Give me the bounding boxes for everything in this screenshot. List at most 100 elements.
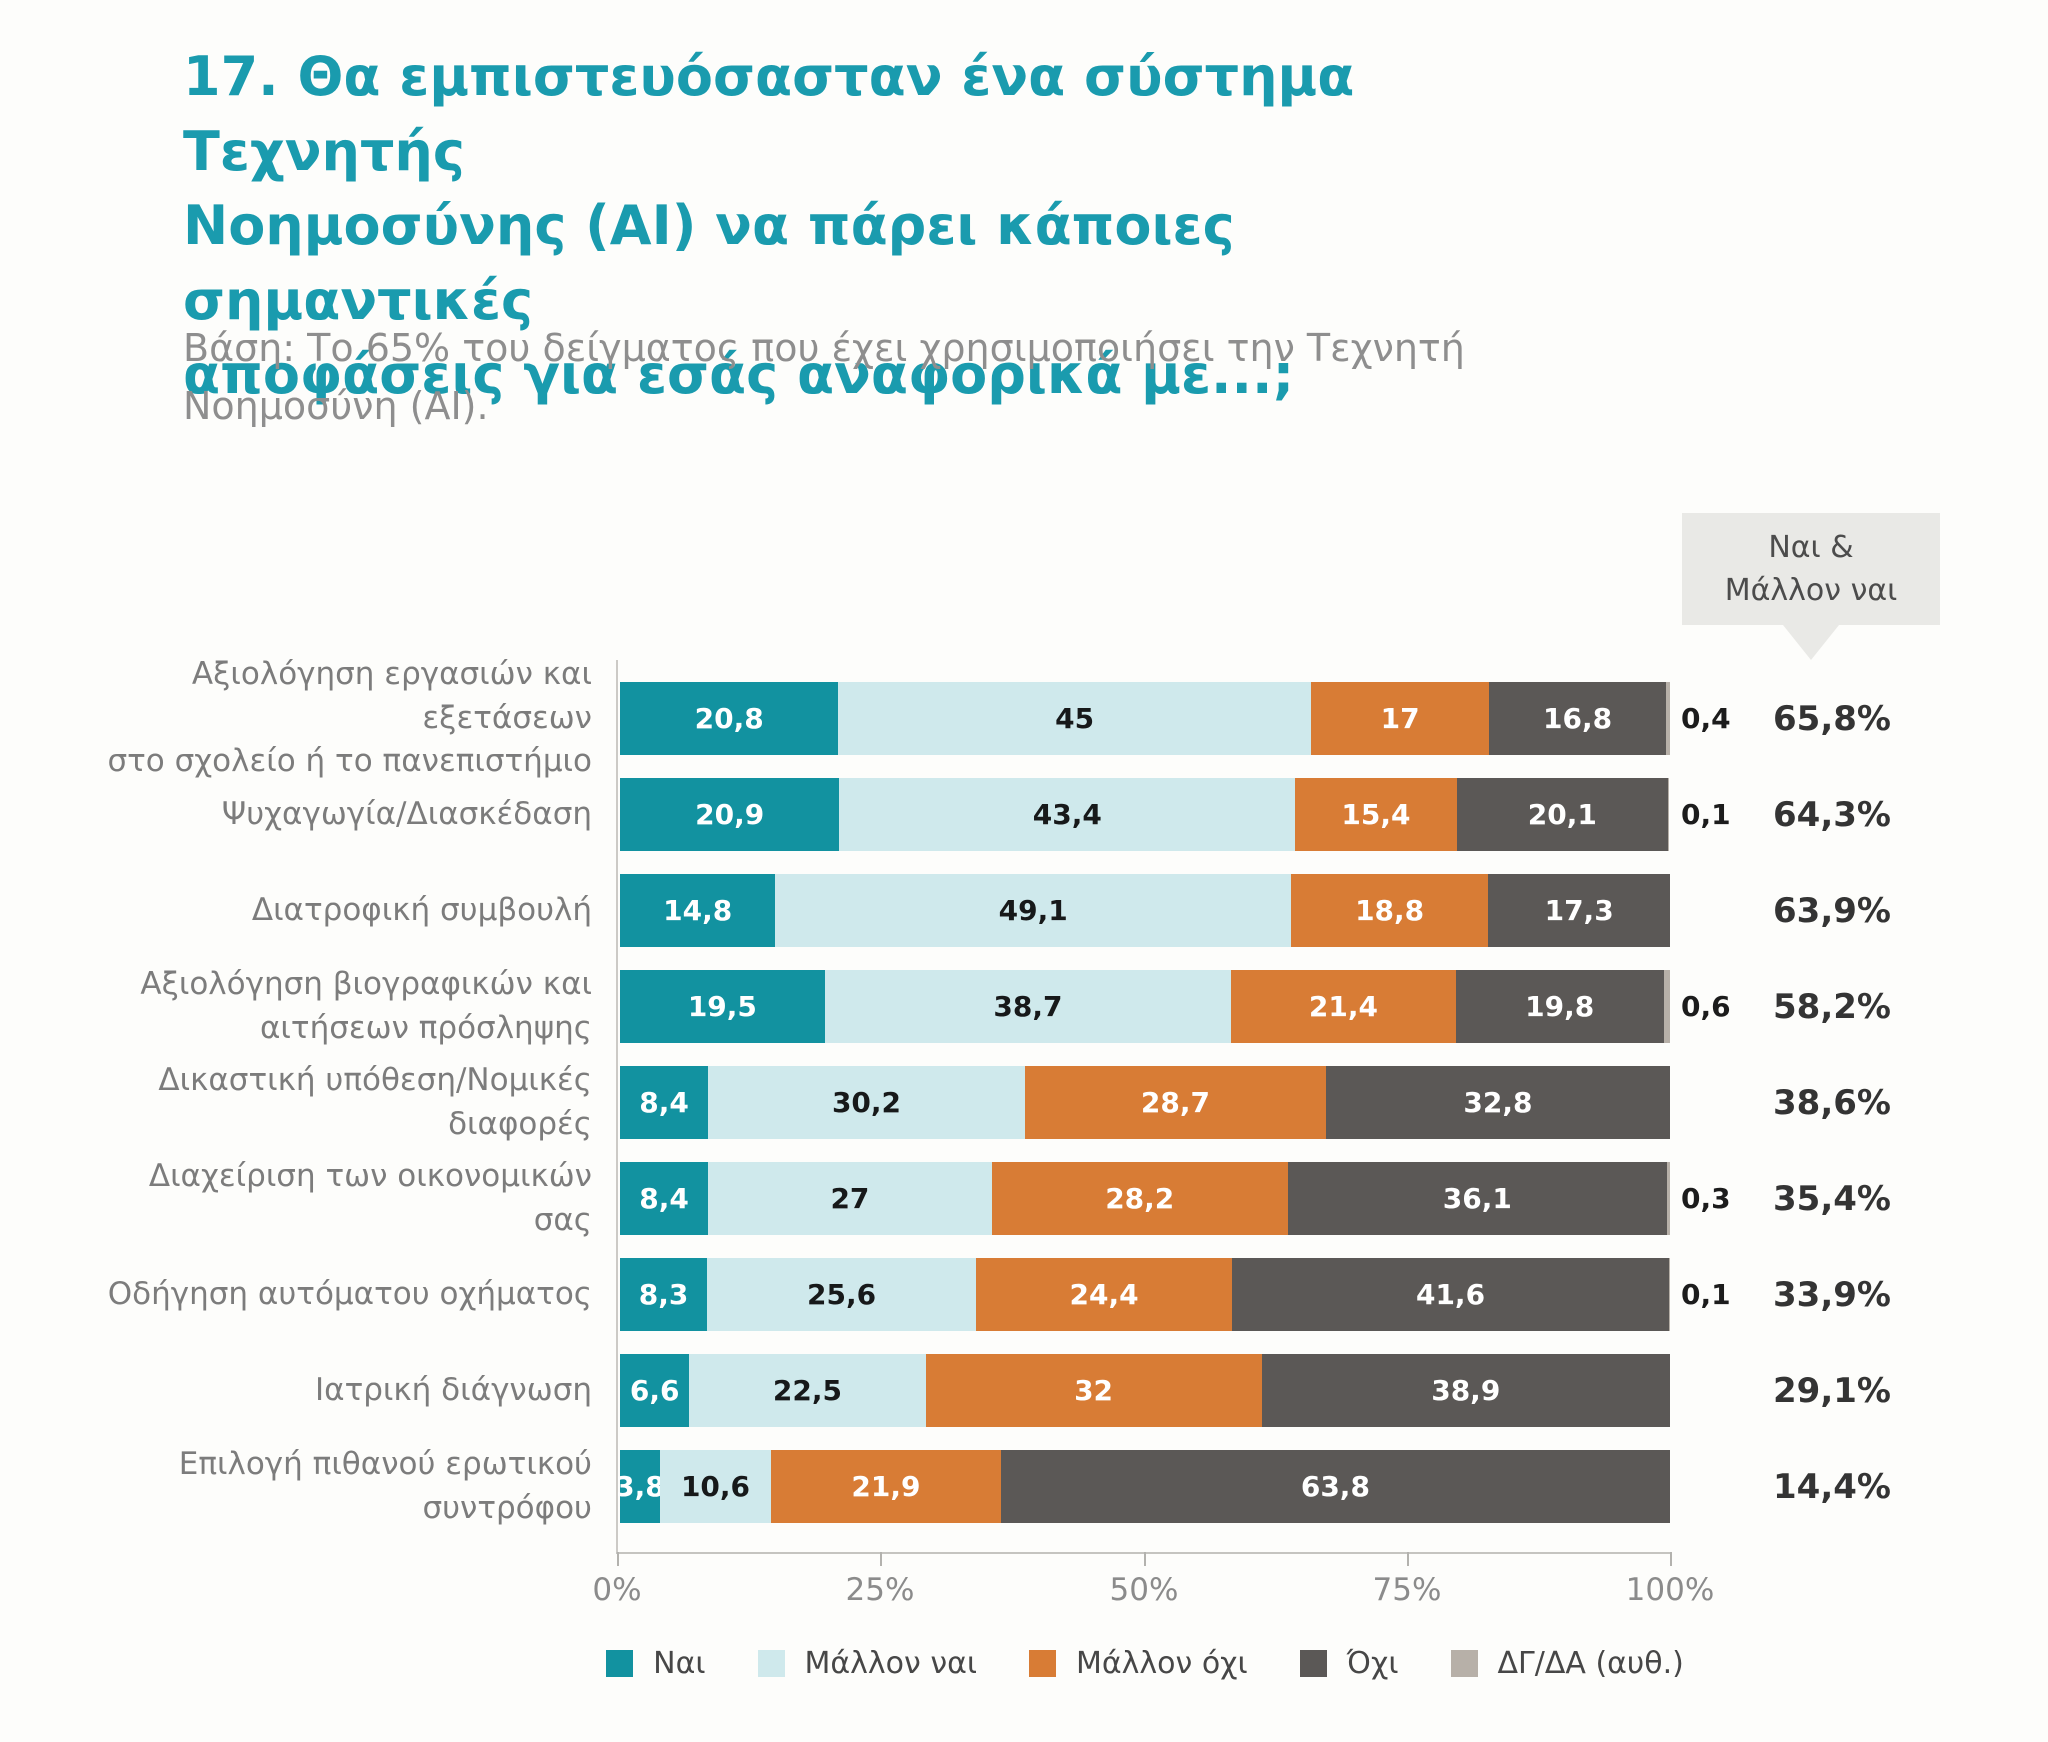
bar-row: 3,8 10,6 21,9 63,8 bbox=[615, 1450, 1670, 1523]
category-label: Αξιολόγηση εργασιών και εξετάσεων στο σχ… bbox=[107, 656, 592, 780]
bar-segment-mallon-oxi: 24,4 bbox=[975, 1258, 1233, 1331]
category-label: Οδήγηση αυτόματου οχήματος bbox=[107, 1275, 592, 1312]
value-label: 8,3 bbox=[638, 1278, 689, 1311]
bar-segment-dgda bbox=[1666, 1162, 1670, 1235]
value-label: 18,8 bbox=[1355, 894, 1425, 927]
summary-callout-label: Ναι & Μάλλον ναι bbox=[1724, 529, 1898, 609]
total-percentage: 14,4% bbox=[1773, 1466, 1891, 1507]
value-label: 24,4 bbox=[1069, 1278, 1139, 1311]
bar-row: 8,3 25,6 24,4 41,6 bbox=[620, 1258, 1670, 1331]
value-label: 20,9 bbox=[695, 798, 765, 831]
category-label: Ψυχαγωγία/Διασκέδαση bbox=[221, 795, 592, 832]
legend-label: Όχι bbox=[1346, 1646, 1399, 1681]
bar-segment-mallon-oxi: 15,4 bbox=[1295, 778, 1457, 851]
dgda-value-label: 0,1 bbox=[1681, 1278, 1731, 1311]
bar-row: 14,8 49,1 18,8 17,3 bbox=[620, 874, 1670, 947]
value-label: 15,4 bbox=[1341, 798, 1411, 831]
bar-segment-mallon-nai: 10,6 bbox=[659, 1450, 772, 1523]
category-label: Διαχείριση των οικονομικών σας bbox=[148, 1158, 592, 1238]
bar-segment-mallon-nai: 27 bbox=[708, 1162, 992, 1235]
bar-segment-oxi: 17,3 bbox=[1488, 874, 1670, 947]
bar-segment-mallon-nai: 25,6 bbox=[707, 1258, 976, 1331]
dgda-value-label: 0,1 bbox=[1681, 798, 1731, 831]
axis-tick-label: 100% bbox=[1625, 1572, 1715, 1608]
value-label: 21,4 bbox=[1308, 990, 1378, 1023]
value-label: 38,7 bbox=[993, 990, 1063, 1023]
legend-item-mallon-nai: Μάλλον ναι bbox=[757, 1646, 977, 1681]
legend-swatch-nai bbox=[606, 1650, 634, 1677]
value-label: 43,4 bbox=[1032, 798, 1102, 831]
axis-tick-label: 75% bbox=[1372, 1572, 1442, 1608]
category-label: Αξιολόγηση βιογραφικών και αιτήσεων πρόσ… bbox=[140, 966, 592, 1046]
bar-segment-mallon-oxi: 18,8 bbox=[1290, 874, 1489, 947]
bar-segment-mallon-oxi: 32 bbox=[925, 1354, 1262, 1427]
value-label: 41,6 bbox=[1415, 1278, 1486, 1311]
value-label: 8,4 bbox=[639, 1182, 689, 1215]
legend-label: Μάλλον όχι bbox=[1076, 1646, 1248, 1681]
bar-segment-nai: 20,9 bbox=[620, 778, 840, 851]
bar-segment-oxi: 41,6 bbox=[1232, 1258, 1669, 1331]
value-label: 36,1 bbox=[1442, 1182, 1512, 1215]
bar-segment-nai: 6,6 bbox=[620, 1354, 690, 1427]
legend-swatch-dgda bbox=[1450, 1650, 1478, 1677]
bar-segment-dgda bbox=[1668, 1258, 1670, 1331]
legend-swatch-mallon-nai bbox=[757, 1650, 785, 1677]
value-label: 16,8 bbox=[1543, 702, 1613, 735]
bar-segment-mallon-nai: 43,4 bbox=[839, 778, 1296, 851]
bar-segment-nai: 8,4 bbox=[620, 1162, 709, 1235]
bar-segment-dgda bbox=[1665, 682, 1670, 755]
bar-row: 8,4 27 28,2 36,1 bbox=[620, 1162, 1670, 1235]
value-label: 28,7 bbox=[1140, 1086, 1210, 1119]
summary-callout: Ναι & Μάλλον ναι bbox=[1682, 513, 1940, 660]
value-label: 19,8 bbox=[1525, 990, 1595, 1023]
dgda-value-label: 0,4 bbox=[1681, 702, 1731, 735]
value-label: 6,6 bbox=[629, 1374, 680, 1407]
axis-tick bbox=[880, 1552, 882, 1566]
value-label: 14,8 bbox=[663, 894, 733, 927]
bar-segment-nai: 8,3 bbox=[620, 1258, 708, 1331]
category-label: Επιλογή πιθανού ερωτικού συντρόφου bbox=[178, 1446, 592, 1526]
axis-tick-label: 25% bbox=[845, 1572, 915, 1608]
value-label: 32,8 bbox=[1463, 1086, 1533, 1119]
bar-segment-mallon-oxi: 17 bbox=[1310, 682, 1490, 755]
value-label: 20,1 bbox=[1527, 798, 1597, 831]
legend-swatch-oxi bbox=[1299, 1650, 1327, 1677]
bar-segment-nai: 8,4 bbox=[620, 1066, 709, 1139]
value-label: 27 bbox=[830, 1182, 870, 1215]
bar-segment-oxi: 36,1 bbox=[1287, 1162, 1667, 1235]
bar-segment-nai: 19,5 bbox=[620, 970, 825, 1043]
bar-row: 8,4 30,2 28,7 32,8 bbox=[620, 1066, 1670, 1139]
bar-segment-mallon-oxi: 28,2 bbox=[991, 1162, 1288, 1235]
total-percentage: 33,9% bbox=[1773, 1274, 1891, 1315]
total-percentage: 29,1% bbox=[1773, 1370, 1891, 1411]
category-label: Ιατρική διάγνωση bbox=[315, 1371, 592, 1408]
bar-segment-oxi: 38,9 bbox=[1261, 1354, 1670, 1427]
axis-tick bbox=[1144, 1552, 1146, 1566]
total-percentage: 65,8% bbox=[1773, 698, 1891, 739]
axis-tick-label: 0% bbox=[592, 1572, 642, 1608]
bar-row: 6,6 22,5 32 38,9 bbox=[620, 1354, 1670, 1427]
bar-segment-mallon-nai: 45 bbox=[838, 682, 1311, 755]
total-percentage: 35,4% bbox=[1773, 1178, 1891, 1219]
chart-legend: Ναι Μάλλον ναι Μάλλον όχι Όχι ΔΓ/ΔΑ (αυθ.) bbox=[590, 1646, 1700, 1681]
bar-segment-oxi: 63,8 bbox=[1000, 1450, 1670, 1523]
bar-segment-dgda bbox=[1667, 778, 1669, 851]
legend-label: ΔΓ/ΔΑ (αυθ.) bbox=[1497, 1646, 1684, 1681]
bar-segment-mallon-nai: 49,1 bbox=[775, 874, 1291, 947]
bar-row: 20,8 45 17 16,8 bbox=[620, 682, 1670, 755]
value-label: 22,5 bbox=[772, 1374, 842, 1407]
total-percentage: 38,6% bbox=[1773, 1082, 1891, 1123]
y-axis-line bbox=[616, 660, 618, 1554]
value-label: 8,4 bbox=[639, 1086, 689, 1119]
value-label: 49,1 bbox=[998, 894, 1068, 927]
bar-segment-oxi: 16,8 bbox=[1489, 682, 1666, 755]
value-label: 21,9 bbox=[851, 1470, 921, 1503]
bar-segment-mallon-nai: 38,7 bbox=[824, 970, 1232, 1043]
bar-segment-mallon-nai: 22,5 bbox=[689, 1354, 926, 1427]
bar-segment-oxi: 20,1 bbox=[1456, 778, 1668, 851]
legend-item-dgda: ΔΓ/ΔΑ (αυθ.) bbox=[1450, 1646, 1684, 1681]
total-percentage: 58,2% bbox=[1773, 986, 1891, 1027]
bar-segment-mallon-nai: 30,2 bbox=[708, 1066, 1025, 1139]
bar-segment-nai: 14,8 bbox=[620, 874, 776, 947]
value-label: 63,8 bbox=[1300, 1470, 1370, 1503]
